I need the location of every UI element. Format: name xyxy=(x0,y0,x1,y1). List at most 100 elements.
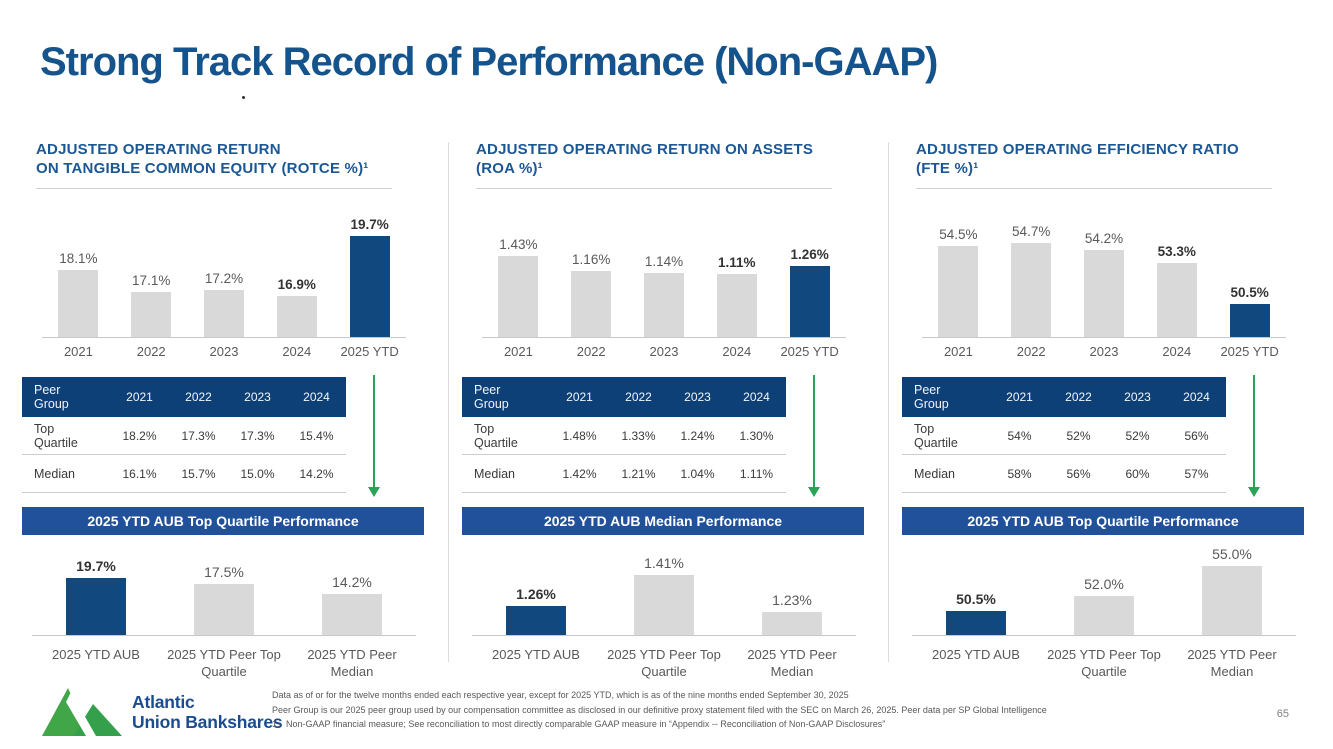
down-arrow-icon xyxy=(368,375,380,497)
table-row-label: Top Quartile xyxy=(34,421,78,450)
bar-column: 18.1% xyxy=(42,251,115,337)
bar-column: 1.26% xyxy=(773,247,846,337)
panel-header-line1: ADJUSTED OPERATING RETURN ON ASSETS xyxy=(476,141,814,158)
bar-value-label: 17.5% xyxy=(204,564,244,580)
bar-column: 17.1% xyxy=(115,273,188,337)
bar-column: 16.9% xyxy=(260,277,333,337)
footnote-3-marker: 1. xyxy=(272,719,280,729)
bar-value-label: 54.5% xyxy=(939,227,978,242)
x-axis-labels: 2025 YTD AUB 2025 YTD Peer Top Quartile 20… xyxy=(32,646,416,680)
bar-value-label: 19.7% xyxy=(350,217,389,232)
category-label: 2024 xyxy=(722,344,752,359)
table-header-row: Peer Group 2021 2022 2023 2024 xyxy=(462,377,786,417)
panel-divider xyxy=(888,142,889,662)
table-year-header: 2023 xyxy=(1124,390,1151,404)
table-value-cell: 56% xyxy=(1184,428,1209,443)
table-value-cell: 1.42% xyxy=(562,466,597,481)
category-label: 2021 xyxy=(503,344,533,359)
bar-value-label: 50.5% xyxy=(956,591,996,607)
highlight-bar xyxy=(789,266,830,337)
table-value-cell: 17.3% xyxy=(181,428,216,443)
bar-column: 55.0% xyxy=(1168,546,1296,635)
x-axis-labels: 2021 2022 2023 2024 2025 YTD xyxy=(42,343,406,360)
bar xyxy=(634,575,694,635)
bar-value-label: 54.7% xyxy=(1012,224,1051,239)
table-value-cell: 57% xyxy=(1184,466,1209,481)
table-value-cell: 16.1% xyxy=(122,466,157,481)
bar-value-label: 53.3% xyxy=(1157,244,1196,259)
table-row: Top Quartile 1.48% 1.33% 1.24% 1.30% xyxy=(462,417,786,455)
table-header-row: Peer Group 2021 2022 2023 2024 xyxy=(22,377,346,417)
table-value-cell: 60% xyxy=(1125,466,1150,481)
panel-header-line2: (ROA %)¹ xyxy=(476,160,543,177)
header-underline xyxy=(916,188,1272,189)
bar-column: 19.7% xyxy=(333,217,406,337)
bar-column: 54.2% xyxy=(1068,231,1141,337)
performance-banner-label: 2025 YTD AUB Top Quartile Performance xyxy=(967,513,1239,529)
table-value-cell: 15.7% xyxy=(181,466,216,481)
bar xyxy=(322,594,382,635)
x-axis-labels: 2025 YTD AUB 2025 YTD Peer Top Quartile 20… xyxy=(472,646,856,680)
bar-value-label: 16.9% xyxy=(277,277,316,292)
category-label: 2024 xyxy=(282,344,312,359)
logo-text: Atlantic Union Bankshares xyxy=(132,692,283,732)
performance-banner: 2025 YTD AUB Top Quartile Performance xyxy=(22,507,424,535)
down-arrow-icon xyxy=(1248,375,1260,497)
bar xyxy=(1083,250,1124,337)
bar-column: 1.26% xyxy=(472,586,600,635)
table-year-header: 2021 xyxy=(566,390,593,404)
footnote-3-text: Non-GAAP financial measure; See reconcil… xyxy=(286,719,886,729)
panel-header: ADJUSTED OPERATING RETURN ON ASSETS (ROA… xyxy=(476,140,813,178)
peer-group-table: Peer Group 2021 2022 2023 2024 Top Quartile 1.… xyxy=(462,377,786,493)
table-corner-cell: Peer Group xyxy=(914,383,949,411)
table-row-label: Top Quartile xyxy=(914,421,958,450)
table-value-cell: 54% xyxy=(1007,428,1032,443)
table-row: Median 16.1% 15.7% 15.0% 14.2% xyxy=(22,455,346,493)
panel-header-line2: ON TANGIBLE COMMON EQUITY (ROTCE %)¹ xyxy=(36,160,369,177)
bar xyxy=(276,296,317,337)
plot-area: 1.43% 1.16% 1.14% 1.11% 1.26% xyxy=(482,206,846,338)
table-row: Top Quartile 54% 52% 52% 56% xyxy=(902,417,1226,455)
table-value-cell: 18.2% xyxy=(122,428,157,443)
bar xyxy=(498,256,539,337)
bar-value-label: 17.1% xyxy=(132,273,171,288)
bar-chart-by-year: 18.1% 17.1% 17.2% 16.9% 19.7% 2021 2022 2023 20… xyxy=(42,195,406,360)
logo-mark-icon xyxy=(42,688,122,736)
page-title: Strong Track Record of Performance (Non-… xyxy=(40,40,938,84)
footnote-1: Data as of or for the twelve months ende… xyxy=(272,690,849,700)
company-logo: Atlantic Union Bankshares xyxy=(42,688,283,736)
table-row: Top Quartile 18.2% 17.3% 17.3% 15.4% xyxy=(22,417,346,455)
table-year-header: 2021 xyxy=(126,390,153,404)
table-value-cell: 58% xyxy=(1007,466,1032,481)
table-row-label: Median xyxy=(914,466,955,481)
bar-column: 54.7% xyxy=(995,224,1068,337)
peer-group-table: Peer Group 2021 2022 2023 2024 Top Quartile 18… xyxy=(22,377,346,493)
table-corner-cell: Peer Group xyxy=(474,383,509,411)
category-label: 2024 xyxy=(1162,344,1192,359)
bar-column: 14.2% xyxy=(288,574,416,635)
bar-value-label: 1.14% xyxy=(644,254,684,269)
table-year-header: 2024 xyxy=(303,390,330,404)
category-label: 2025 YTD Peer Median xyxy=(1187,647,1277,679)
table-year-header: 2023 xyxy=(244,390,271,404)
footnote-2: Peer Group is our 2025 peer group used b… xyxy=(272,704,1047,715)
bar xyxy=(203,290,244,337)
category-label: 2025 YTD Peer Top Quartile xyxy=(607,647,721,679)
table-year-header: 2024 xyxy=(743,390,770,404)
table-header-row: Peer Group 2021 2022 2023 2024 xyxy=(902,377,1226,417)
category-label: 2025 YTD AUB xyxy=(932,647,1020,662)
table-value-cell: 1.33% xyxy=(621,428,656,443)
plot-area: 54.5% 54.7% 54.2% 53.3% 50.5% xyxy=(922,206,1286,338)
bar-value-label: 1.26% xyxy=(790,247,829,262)
bar-value-label: 1.26% xyxy=(516,586,556,602)
metric-panel: ADJUSTED OPERATING RETURN ON ASSETS (ROA… xyxy=(460,140,864,692)
panel-header-line1: ADJUSTED OPERATING EFFICIENCY RATIO xyxy=(916,141,1239,158)
table-value-cell: 1.04% xyxy=(680,466,715,481)
category-label: 2022 xyxy=(1016,344,1046,359)
bar xyxy=(643,273,684,337)
table-value-cell: 15.0% xyxy=(240,466,275,481)
bar-column: 1.11% xyxy=(700,255,773,337)
x-axis-labels: 2021 2022 2023 2024 2025 YTD xyxy=(922,343,1286,360)
category-label: 2025 YTD xyxy=(780,344,839,359)
plot-area: 1.26% 1.41% 1.23% xyxy=(472,539,856,636)
